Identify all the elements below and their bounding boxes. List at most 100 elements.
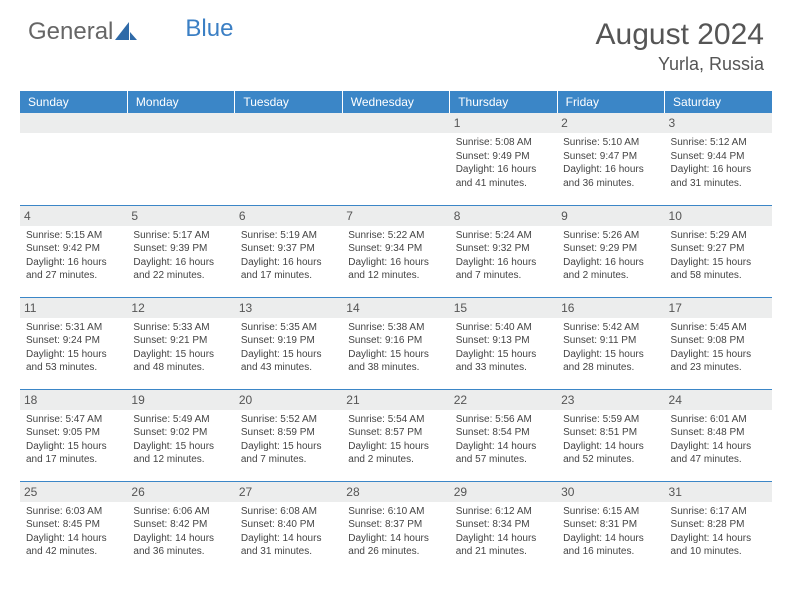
sunset-line: Sunset: 9:11 PM xyxy=(563,334,658,348)
sunrise-line: Sunrise: 5:40 AM xyxy=(456,321,551,335)
sunrise-line: Sunrise: 6:08 AM xyxy=(241,505,336,519)
daylight-line: Daylight: 14 hours and 47 minutes. xyxy=(671,440,766,467)
calendar-week-row: 11Sunrise: 5:31 AMSunset: 9:24 PMDayligh… xyxy=(20,297,772,389)
location-label: Yurla, Russia xyxy=(596,54,764,75)
day-number: 31 xyxy=(665,482,772,502)
day-number: 6 xyxy=(235,206,342,226)
day-number: 30 xyxy=(557,482,664,502)
sunrise-line: Sunrise: 5:15 AM xyxy=(26,229,121,243)
sunrise-line: Sunrise: 5:52 AM xyxy=(241,413,336,427)
sunrise-line: Sunrise: 5:59 AM xyxy=(563,413,658,427)
calendar-day-cell: 16Sunrise: 5:42 AMSunset: 9:11 PMDayligh… xyxy=(557,297,664,389)
sunrise-line: Sunrise: 5:12 AM xyxy=(671,136,766,150)
daylight-line: Daylight: 14 hours and 16 minutes. xyxy=(563,532,658,559)
sunrise-line: Sunrise: 6:10 AM xyxy=(348,505,443,519)
sunrise-line: Sunrise: 6:12 AM xyxy=(456,505,551,519)
sunset-line: Sunset: 8:37 PM xyxy=(348,518,443,532)
calendar-day-cell: 7Sunrise: 5:22 AMSunset: 9:34 PMDaylight… xyxy=(342,205,449,297)
sunrise-line: Sunrise: 5:29 AM xyxy=(671,229,766,243)
sunrise-line: Sunrise: 5:19 AM xyxy=(241,229,336,243)
day-number: 11 xyxy=(20,298,127,318)
day-number: 24 xyxy=(665,390,772,410)
day-number: 10 xyxy=(665,206,772,226)
sunset-line: Sunset: 9:29 PM xyxy=(563,242,658,256)
daylight-line: Daylight: 14 hours and 52 minutes. xyxy=(563,440,658,467)
calendar-day-cell: 15 Sunrise: 5:40 AMSunset: 9:13 PMDayligh… xyxy=(450,297,557,389)
day-number: 14 xyxy=(342,298,449,318)
calendar-body: 1Sunrise: 5:08 AMSunset: 9:49 PMDaylight… xyxy=(20,113,772,573)
daylight-line: Daylight: 15 hours and 17 minutes. xyxy=(26,440,121,467)
daylight-line: Daylight: 16 hours and 2 minutes. xyxy=(563,256,658,283)
calendar-day-cell: 5Sunrise: 5:17 AMSunset: 9:39 PMDaylight… xyxy=(127,205,234,297)
sunrise-line: Sunrise: 6:06 AM xyxy=(133,505,228,519)
calendar-day-cell: 31Sunrise: 6:17 AMSunset: 8:28 PMDayligh… xyxy=(665,481,772,573)
daylight-line: Daylight: 15 hours and 28 minutes. xyxy=(563,348,658,375)
sunset-line: Sunset: 8:34 PM xyxy=(456,518,551,532)
sunrise-line: Sunrise: 5:10 AM xyxy=(563,136,658,150)
calendar-day-cell xyxy=(20,113,127,205)
daylight-line: Daylight: 15 hours and 2 minutes. xyxy=(348,440,443,467)
calendar-day-cell: 4 Sunrise: 5:15 AMSunset: 9:42 PMDaylight… xyxy=(20,205,127,297)
calendar-day-cell: 6Sunrise: 5:19 AMSunset: 9:37 PMDaylight… xyxy=(235,205,342,297)
sunset-line: Sunset: 9:21 PM xyxy=(133,334,228,348)
day-number: 7 xyxy=(342,206,449,226)
day-number xyxy=(127,113,234,133)
calendar-day-cell: 27Sunrise: 6:08 AMSunset: 8:40 PMDayligh… xyxy=(235,481,342,573)
day-number: 13 xyxy=(235,298,342,318)
day-number: 17 xyxy=(665,298,772,318)
calendar-day-cell: 8Sunrise: 5:24 AMSunset: 9:32 PMDaylight… xyxy=(450,205,557,297)
daylight-line: Daylight: 16 hours and 27 minutes. xyxy=(26,256,121,283)
sunset-line: Sunset: 8:54 PM xyxy=(456,426,551,440)
day-number: 27 xyxy=(235,482,342,502)
sunset-line: Sunset: 8:45 PM xyxy=(26,518,121,532)
sunset-line: Sunset: 9:42 PM xyxy=(26,242,121,256)
sunset-line: Sunset: 9:47 PM xyxy=(563,150,658,164)
daylight-line: Daylight: 15 hours and 58 minutes. xyxy=(671,256,766,283)
day-number: 26 xyxy=(127,482,234,502)
day-header: Thursday xyxy=(450,91,557,113)
day-header: Sunday xyxy=(20,91,127,113)
calendar-day-cell: 2Sunrise: 5:10 AMSunset: 9:47 PMDaylight… xyxy=(557,113,664,205)
sunrise-line: Sunrise: 6:15 AM xyxy=(563,505,658,519)
day-number: 4 xyxy=(20,206,127,226)
calendar-table: SundayMondayTuesdayWednesdayThursdayFrid… xyxy=(20,91,772,573)
day-number: 2 xyxy=(557,113,664,133)
sunset-line: Sunset: 8:42 PM xyxy=(133,518,228,532)
day-number: 3 xyxy=(665,113,772,133)
calendar-day-cell: 11Sunrise: 5:31 AMSunset: 9:24 PMDayligh… xyxy=(20,297,127,389)
sunrise-line: Sunrise: 5:31 AM xyxy=(26,321,121,335)
calendar-header-row: SundayMondayTuesdayWednesdayThursdayFrid… xyxy=(20,91,772,113)
daylight-line: Daylight: 15 hours and 7 minutes. xyxy=(241,440,336,467)
calendar-day-cell: 28Sunrise: 6:10 AMSunset: 8:37 PMDayligh… xyxy=(342,481,449,573)
day-number: 15 xyxy=(450,298,557,318)
sunset-line: Sunset: 9:16 PM xyxy=(348,334,443,348)
day-number xyxy=(235,113,342,133)
sunrise-line: Sunrise: 5:22 AM xyxy=(348,229,443,243)
sunset-line: Sunset: 9:44 PM xyxy=(671,150,766,164)
sunset-line: Sunset: 8:51 PM xyxy=(563,426,658,440)
daylight-line: Daylight: 14 hours and 36 minutes. xyxy=(133,532,228,559)
calendar-day-cell: 22Sunrise: 5:56 AMSunset: 8:54 PMDayligh… xyxy=(450,389,557,481)
sunrise-line: Sunrise: 5:38 AM xyxy=(348,321,443,335)
calendar-week-row: 25Sunrise: 6:03 AMSunset: 8:45 PMDayligh… xyxy=(20,481,772,573)
daylight-line: Daylight: 16 hours and 31 minutes. xyxy=(671,163,766,190)
sunset-line: Sunset: 9:05 PM xyxy=(26,426,121,440)
daylight-line: Daylight: 16 hours and 17 minutes. xyxy=(241,256,336,283)
sunset-line: Sunset: 9:39 PM xyxy=(133,242,228,256)
sunset-line: Sunset: 8:48 PM xyxy=(671,426,766,440)
day-number: 19 xyxy=(127,390,234,410)
sunrise-line: Sunrise: 5:26 AM xyxy=(563,229,658,243)
daylight-line: Daylight: 14 hours and 26 minutes. xyxy=(348,532,443,559)
calendar-day-cell: 20Sunrise: 5:52 AMSunset: 8:59 PMDayligh… xyxy=(235,389,342,481)
daylight-line: Daylight: 15 hours and 33 minutes. xyxy=(456,348,551,375)
calendar-day-cell: 23Sunrise: 5:59 AMSunset: 8:51 PMDayligh… xyxy=(557,389,664,481)
calendar-day-cell: 9 Sunrise: 5:26 AMSunset: 9:29 PMDaylight… xyxy=(557,205,664,297)
daylight-line: Daylight: 15 hours and 53 minutes. xyxy=(26,348,121,375)
daylight-line: Daylight: 15 hours and 48 minutes. xyxy=(133,348,228,375)
day-number: 9 xyxy=(557,206,664,226)
daylight-line: Daylight: 14 hours and 57 minutes. xyxy=(456,440,551,467)
calendar-day-cell: 10Sunrise: 5:29 AMSunset: 9:27 PMDayligh… xyxy=(665,205,772,297)
day-header: Friday xyxy=(557,91,664,113)
sunset-line: Sunset: 9:13 PM xyxy=(456,334,551,348)
title-block: August 2024 Yurla, Russia xyxy=(596,18,764,75)
